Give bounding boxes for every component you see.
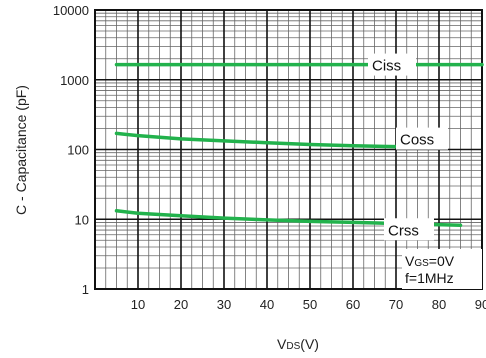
x-tick-label: 60 bbox=[346, 297, 360, 312]
x-tick-label: 10 bbox=[131, 297, 145, 312]
x-axis-label-sub: DS bbox=[286, 341, 300, 352]
conditions-box: VGS=0V f=1MHz bbox=[402, 249, 482, 289]
y-tick-label: 10 bbox=[75, 212, 89, 227]
x-tick-label: 20 bbox=[174, 297, 188, 312]
vgs-value: =0V bbox=[429, 253, 455, 269]
y-tick-label: 100 bbox=[67, 143, 89, 158]
x-tick-label: 30 bbox=[217, 297, 231, 312]
x-tick-label: 50 bbox=[303, 297, 317, 312]
x-tick-label: 90 bbox=[475, 297, 486, 312]
vgs-condition: VGS=0V bbox=[405, 253, 455, 269]
x-tick-label: 80 bbox=[432, 297, 446, 312]
series-label-crss: Crss bbox=[388, 222, 419, 239]
x-tick-labels: 10 20 30 40 50 60 70 80 90 bbox=[131, 297, 486, 312]
freq-condition: f=1MHz bbox=[405, 270, 454, 286]
vgs-sub: GS bbox=[414, 258, 429, 269]
x-axis-label-unit: (V) bbox=[300, 336, 319, 352]
series-label-coss: Coss bbox=[400, 132, 434, 149]
y-tick-label: 10000 bbox=[53, 3, 89, 18]
y-tick-label: 1 bbox=[82, 282, 89, 297]
x-tick-label: 40 bbox=[260, 297, 274, 312]
series-label-ciss: Ciss bbox=[372, 58, 401, 75]
y-tick-label: 1000 bbox=[60, 73, 89, 88]
x-tick-label: 70 bbox=[389, 297, 403, 312]
y-axis-label: C - Capacitance (pF) bbox=[13, 85, 29, 215]
